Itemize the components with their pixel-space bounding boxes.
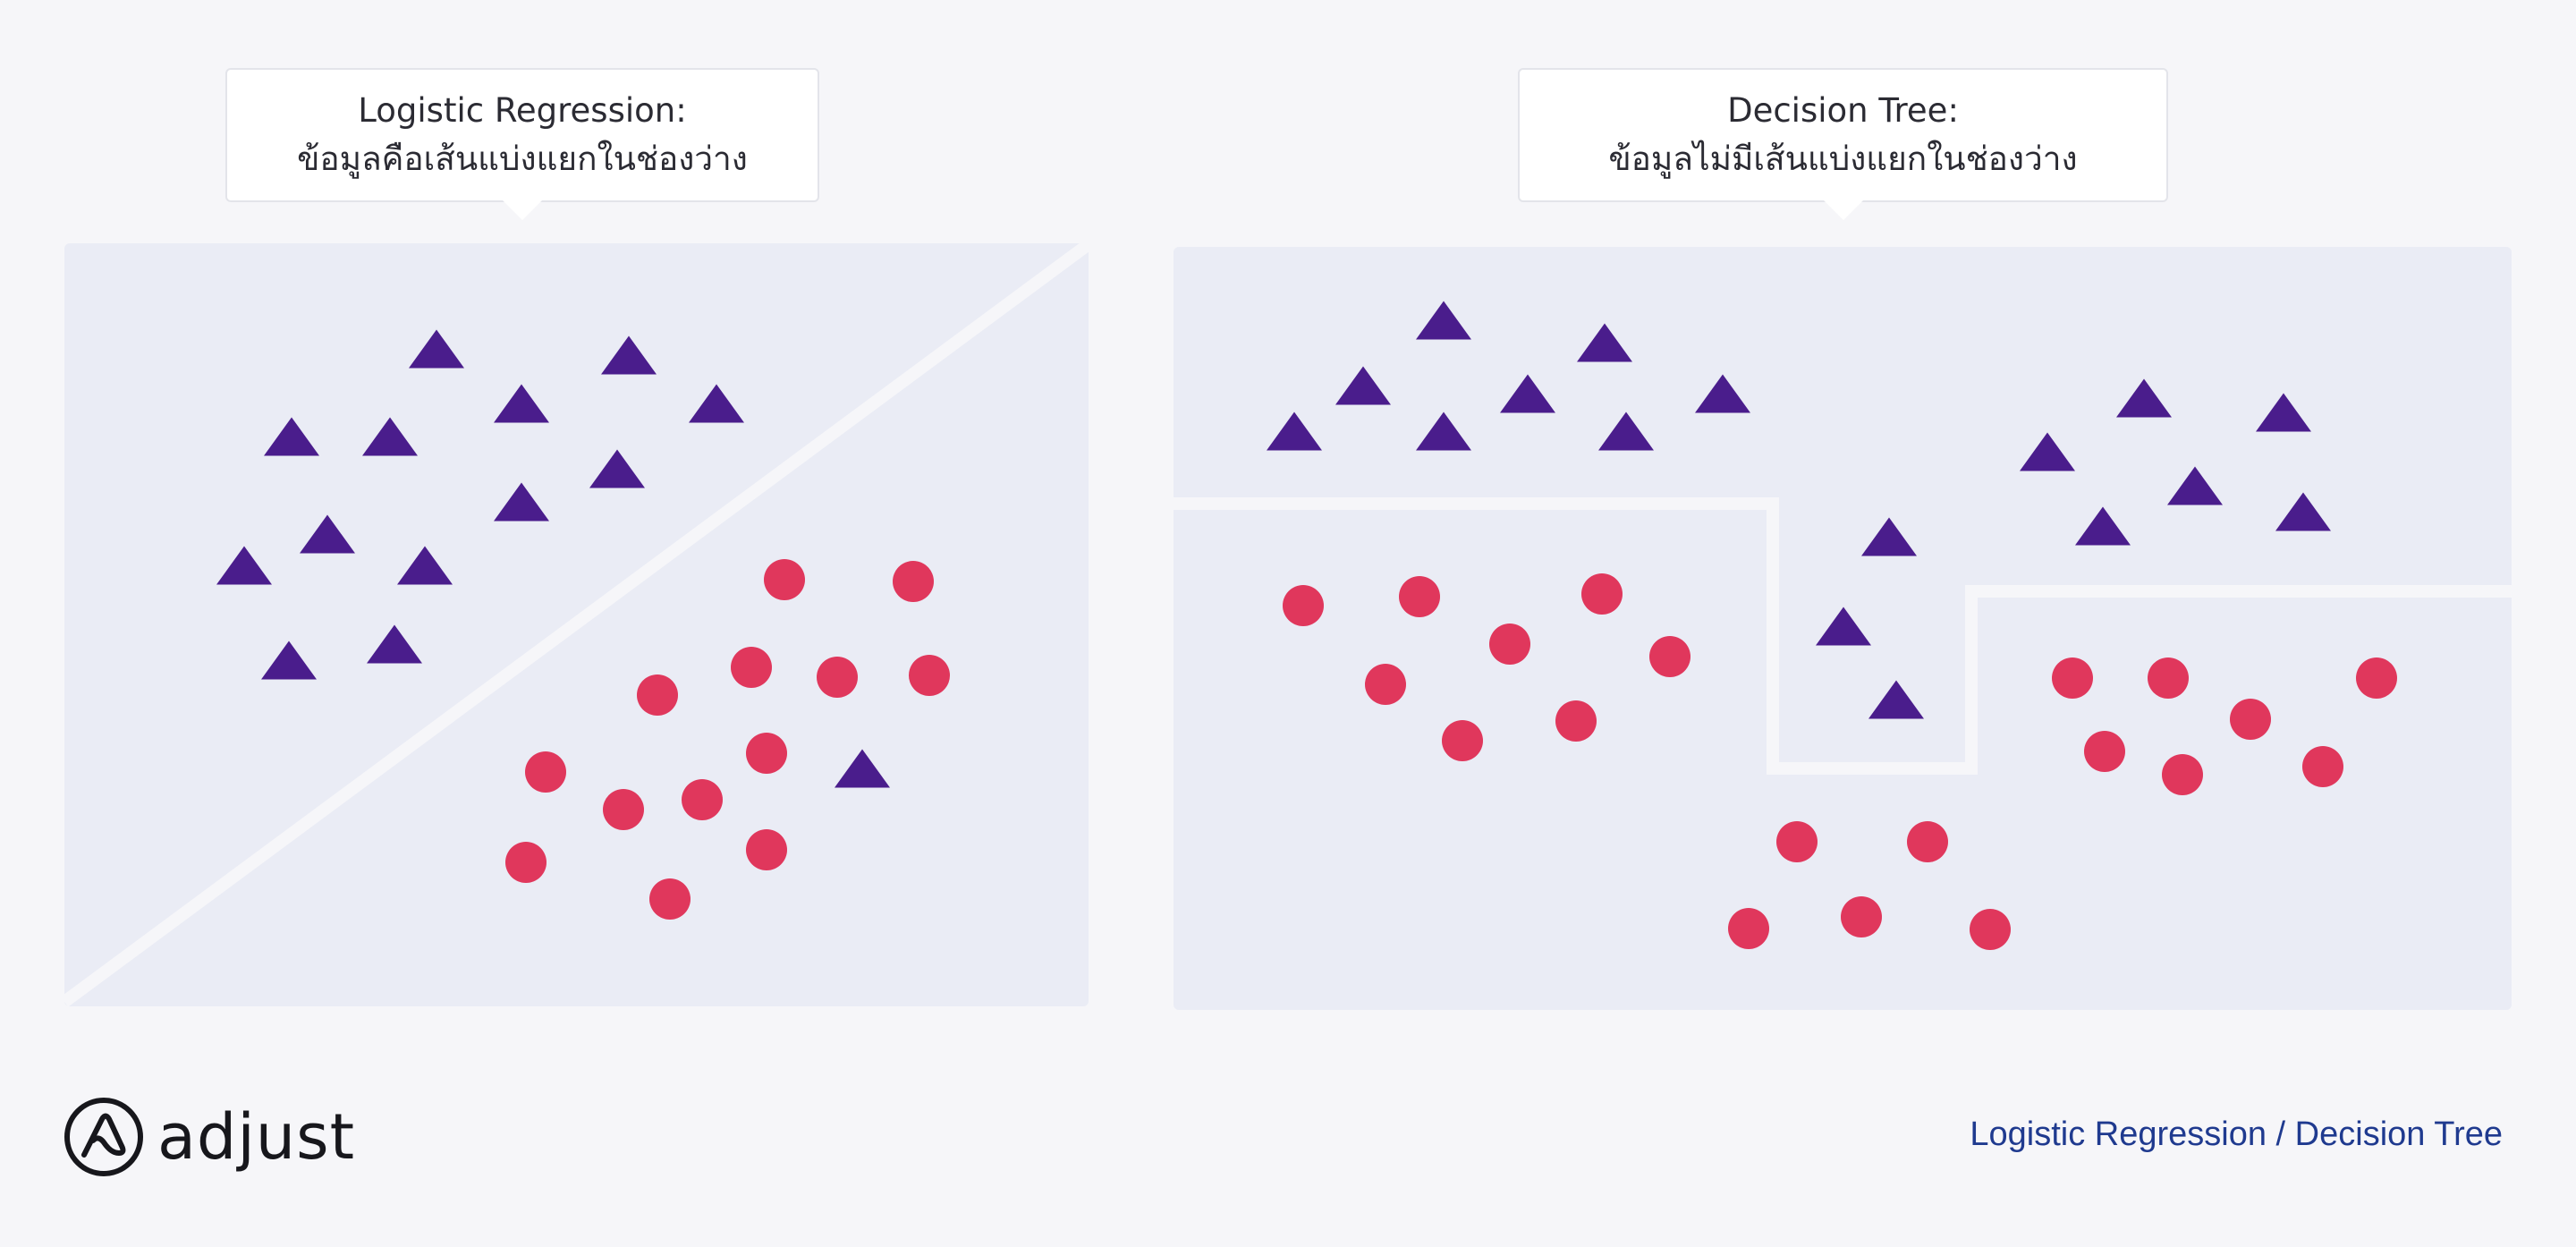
triangle-marker [494, 384, 549, 423]
callout-logistic-regression: Logistic Regression: ข้อมูลคือเส้นแบ่งแย… [225, 68, 819, 220]
triangle-marker [601, 335, 657, 375]
triangle-marker [1500, 374, 1555, 413]
linear-decision-boundary [60, 239, 1093, 1007]
circle-marker [1399, 576, 1440, 617]
triangle-marker [397, 546, 453, 585]
triangle-marker [494, 482, 549, 522]
left-data-points [216, 329, 950, 920]
circle-marker [817, 657, 858, 698]
circle-marker [1283, 585, 1324, 626]
circle-marker [1841, 896, 1882, 937]
adjust-logo: adjust [63, 1094, 355, 1180]
callout-decision-tree-subtitle: ข้อมูลไม่มีเส้นแบ่งแยกในช่องว่าง [1608, 140, 2078, 178]
circle-marker [2230, 699, 2271, 740]
circle-marker [2356, 657, 2397, 699]
right-data-points [1267, 301, 2397, 950]
circle-marker [649, 878, 691, 920]
triangle-marker [1695, 374, 1750, 413]
circle-marker [893, 561, 934, 602]
triangle-marker [689, 384, 744, 423]
circle-marker [1649, 636, 1690, 677]
stepwise-decision-boundary [1174, 497, 2512, 775]
panel-logistic-regression [60, 239, 1093, 1007]
triangle-marker [1577, 323, 1632, 362]
triangle-marker [2075, 506, 2131, 546]
callout-logistic-regression-subtitle: ข้อมูลคือเส้นแบ่งแยกในช่องว่าง [297, 140, 748, 178]
circle-marker [2302, 746, 2343, 787]
triangle-marker [1598, 411, 1654, 451]
triangle-marker [1416, 411, 1471, 451]
callout-decision-tree: Decision Tree: ข้อมูลไม่มีเส้นแบ่งแยกในช… [1518, 68, 2168, 220]
triangle-marker [589, 449, 645, 488]
panel-decision-tree [1174, 247, 2512, 1010]
circle-marker [1489, 624, 1530, 665]
triangle-marker [2116, 378, 2172, 418]
triangle-marker [300, 514, 355, 554]
triangle-marker [261, 640, 317, 680]
circle-marker [505, 842, 547, 883]
triangle-marker [367, 624, 422, 664]
circle-marker [2148, 657, 2189, 699]
footer-caption: Logistic Regression / Decision Tree [1970, 1116, 2503, 1153]
circle-marker [1776, 821, 1818, 862]
circle-marker [731, 647, 772, 688]
triangle-marker [216, 546, 272, 585]
circle-marker [1365, 664, 1406, 705]
circle-marker [1970, 909, 2011, 950]
adjust-logo-text: adjust [157, 1100, 356, 1174]
circle-marker [746, 829, 787, 870]
triangle-marker [1416, 301, 1471, 340]
triangle-marker [1335, 366, 1391, 405]
adjust-logo-icon [64, 1098, 143, 1176]
triangle-marker [362, 417, 418, 456]
circle-marker [603, 789, 644, 830]
circle-marker [1728, 908, 1769, 949]
circle-marker [746, 733, 787, 774]
circle-marker [2084, 731, 2125, 772]
circle-marker [1442, 720, 1483, 761]
circle-marker [1907, 821, 1948, 862]
circle-marker [1581, 573, 1623, 615]
triangle-marker [1861, 517, 1917, 556]
triangle-marker [2167, 466, 2223, 505]
circle-marker [764, 559, 805, 600]
triangle-marker [1868, 680, 1924, 719]
callout-logistic-regression-title: Logistic Regression: [358, 91, 687, 130]
circle-marker [637, 674, 678, 716]
triangle-marker [1267, 411, 1322, 451]
circle-marker [2162, 754, 2203, 795]
triangle-marker [264, 417, 319, 456]
triangle-marker [1816, 607, 1871, 646]
triangle-marker [409, 329, 464, 369]
triangle-marker [2256, 393, 2311, 432]
circle-marker [1555, 700, 1597, 742]
triangle-marker [835, 749, 890, 788]
circle-marker [909, 655, 950, 696]
circle-marker [525, 751, 566, 793]
triangle-marker [2020, 432, 2075, 471]
circle-marker [682, 779, 723, 820]
triangle-marker [2275, 492, 2331, 531]
circle-marker [2052, 657, 2093, 699]
callout-decision-tree-title: Decision Tree: [1727, 91, 1959, 130]
